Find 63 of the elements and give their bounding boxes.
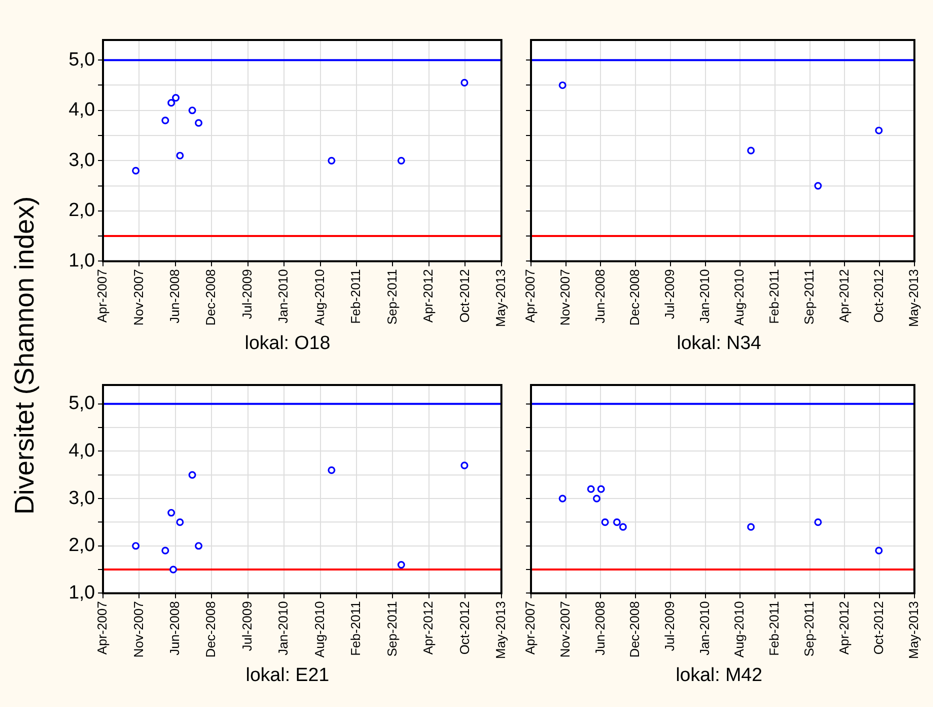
x-tick-label: Jan-2010 xyxy=(276,601,291,656)
x-tick-label: Nov-2007 xyxy=(130,269,146,326)
x-tick-label: May-2013 xyxy=(906,269,921,328)
y-tick-label: 1,0 xyxy=(68,582,95,604)
x-tick-label: May-2013 xyxy=(492,601,508,660)
x-tick-label: Nov-2007 xyxy=(557,601,572,658)
y-tick-label: 1,0 xyxy=(68,250,95,272)
x-tick-label: Aug-2010 xyxy=(732,601,747,658)
x-tick-label: Apr-2007 xyxy=(94,601,110,655)
x-tick-label: Aug-2010 xyxy=(312,269,327,326)
x-tick-label: Oct-2012 xyxy=(456,269,472,323)
y-tick-label: 3,0 xyxy=(68,488,95,509)
x-axis-title: lokal: E21 xyxy=(244,665,330,687)
x-tick-label: Jun-2008 xyxy=(167,269,182,324)
x-tick-label: Oct-2012 xyxy=(871,601,886,655)
x-tick-label: Jun-2008 xyxy=(592,601,608,656)
x-tick-label: Oct-2012 xyxy=(456,601,472,655)
x-tick-label: May-2013 xyxy=(492,269,508,328)
y-tick-label: 2,0 xyxy=(68,200,95,222)
x-tick-label: Dec-2008 xyxy=(203,601,218,658)
y-tick-label: 2,0 xyxy=(68,535,95,556)
x-tick-label: Apr-2007 xyxy=(522,269,538,323)
x-axis-title: lokal: M42 xyxy=(674,665,764,687)
x-axis-title: lokal: N34 xyxy=(676,333,762,355)
x-tick-label: Apr-2007 xyxy=(522,601,538,655)
x-tick-label: Apr-2012 xyxy=(420,601,436,655)
y-axis-title: Diversitet (Shannon index) xyxy=(10,195,40,517)
x-axis-title: lokal: O18 xyxy=(244,333,332,355)
x-tick-label: Feb-2011 xyxy=(348,601,364,656)
x-tick-label: Sep-2011 xyxy=(801,269,816,325)
x-tick-label: Apr-2012 xyxy=(420,269,436,323)
x-tick-label: Apr-2007 xyxy=(94,269,110,323)
x-tick-label: Jul-2009 xyxy=(662,269,677,320)
x-tick-label: Jan-2010 xyxy=(696,601,712,656)
x-tick-label: Sep-2011 xyxy=(801,601,816,657)
y-tick-label: 4,0 xyxy=(68,440,95,462)
x-tick-label: Apr-2012 xyxy=(836,269,852,323)
x-tick-label: Jul-2009 xyxy=(239,269,254,320)
x-tick-label: Dec-2008 xyxy=(627,601,642,658)
x-tick-label: Nov-2007 xyxy=(557,269,572,326)
y-tick-label: 5,0 xyxy=(68,393,95,414)
x-tick-label: Sep-2011 xyxy=(384,269,400,325)
x-tick-label: Feb-2011 xyxy=(348,269,364,324)
x-tick-label: Jan-2010 xyxy=(696,269,712,324)
x-tick-label: Aug-2010 xyxy=(312,601,327,658)
x-tick-label: Jun-2008 xyxy=(167,601,182,656)
x-tick-label: Jul-2009 xyxy=(662,601,677,652)
x-tick-label: Oct-2012 xyxy=(871,269,886,323)
x-tick-label: Jan-2010 xyxy=(276,269,291,324)
x-tick-label: Feb-2011 xyxy=(766,269,782,324)
x-tick-label: May-2013 xyxy=(906,601,921,660)
x-tick-label: Dec-2008 xyxy=(203,269,218,326)
x-tick-label: Nov-2007 xyxy=(130,601,146,658)
x-tick-label: Dec-2008 xyxy=(627,269,642,326)
x-tick-label: Sep-2011 xyxy=(384,601,400,657)
x-tick-label: Apr-2012 xyxy=(836,601,852,655)
y-tick-label: 3,0 xyxy=(68,150,95,171)
x-tick-label: Jun-2008 xyxy=(592,269,608,324)
y-tick-label: 4,0 xyxy=(68,100,95,121)
x-tick-label: Jul-2009 xyxy=(239,601,254,652)
y-tick-label: 5,0 xyxy=(68,49,95,70)
x-tick-label: Aug-2010 xyxy=(732,269,747,326)
x-tick-label: Feb-2011 xyxy=(766,601,782,656)
